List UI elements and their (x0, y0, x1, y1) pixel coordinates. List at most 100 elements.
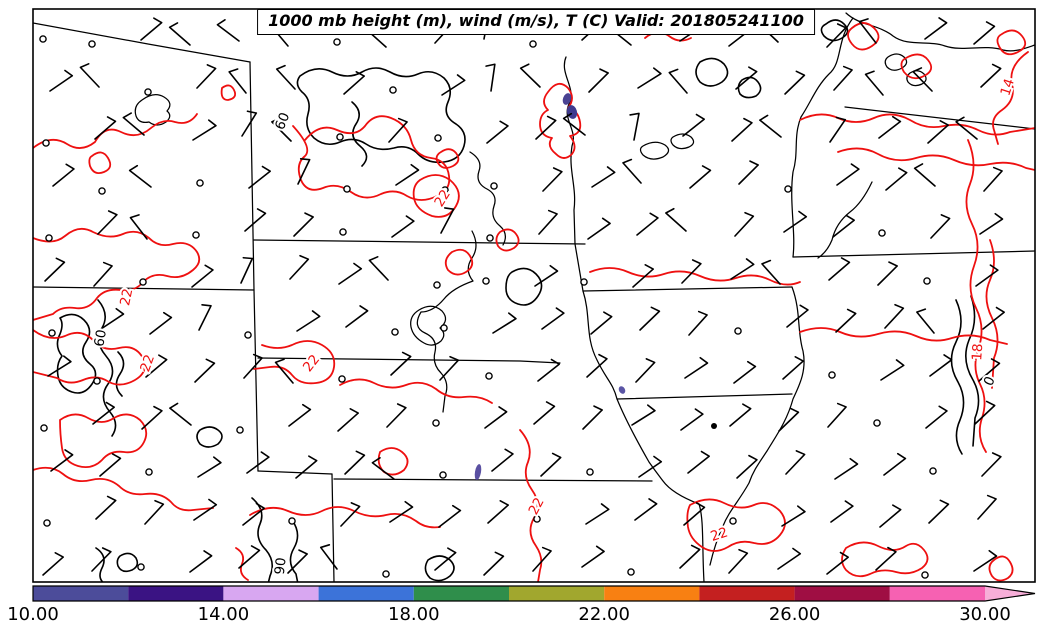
wind-barb (684, 356, 709, 379)
wind-barb (836, 163, 860, 186)
calm-wind-circle (734, 327, 742, 335)
wind-barb (634, 498, 658, 521)
wind-barb (974, 400, 996, 425)
state-border-path (639, 141, 670, 160)
wind-barb (49, 69, 74, 92)
wind-barb (878, 115, 902, 139)
colorbar-segment (604, 586, 700, 601)
calm-wind-circle (482, 277, 490, 285)
calm-wind-circle (45, 234, 53, 242)
wind-barb (733, 360, 757, 384)
colorbar-segment (33, 586, 129, 601)
temperature-contour (539, 82, 582, 159)
wind-barb (826, 23, 847, 48)
wind-barb (97, 210, 118, 235)
temperature-contour (589, 267, 801, 286)
state-border-path (416, 230, 477, 413)
wind-barb (129, 214, 148, 240)
calm-wind-circle (433, 281, 441, 289)
wind-barb (338, 262, 363, 285)
wind-barb (782, 355, 804, 380)
wind-barb (319, 544, 338, 570)
wind-barb (532, 546, 552, 572)
wind-barb (738, 160, 759, 185)
wind-barb (337, 407, 359, 432)
temperature-contour (249, 506, 441, 529)
temperature-contour (965, 139, 987, 453)
wind-barb (295, 455, 318, 479)
wind-barb (629, 112, 640, 141)
wind-barb (730, 258, 755, 280)
state-border-path (257, 357, 561, 364)
calm-wind-circle (343, 185, 351, 193)
wind-barb (591, 166, 616, 188)
wind-barb (289, 254, 310, 280)
state-border-path (333, 478, 653, 482)
wind-barb (668, 68, 688, 94)
temperature-contour (412, 174, 460, 218)
wind-barb (191, 264, 214, 288)
wind-barb (983, 166, 1003, 192)
wind-barb (542, 167, 563, 192)
colorbar-segment (889, 586, 985, 601)
temperature-contour (33, 227, 201, 321)
wind-barb (122, 112, 145, 136)
wind-barb (492, 312, 517, 334)
wind-barb (785, 450, 806, 475)
wind-barb (912, 67, 933, 92)
wind-barb (973, 21, 996, 45)
calm-wind-circle (389, 86, 397, 94)
calm-wind-circle (139, 278, 147, 286)
wind-barb (434, 547, 457, 571)
wind-barb (636, 212, 659, 236)
wind-barb (977, 494, 997, 520)
wind-barb (491, 448, 514, 472)
station-marker (618, 386, 626, 394)
state-border-path (844, 106, 1035, 130)
wind-barb (533, 401, 556, 425)
wind-barb (877, 261, 898, 286)
calm-wind-circle (873, 419, 881, 427)
wind-barb (388, 117, 408, 143)
wind-barb (197, 456, 222, 478)
wind-barb (196, 64, 217, 89)
wind-barb (238, 545, 261, 569)
wind-barb (832, 214, 855, 238)
colorbar: 10.00 14.00 18.00 22.00 26.00 30.00 (7, 585, 1036, 625)
state-border-path (817, 181, 873, 259)
wind-barb (637, 67, 662, 89)
calm-wind-circle (440, 324, 448, 332)
map-title: 1000 mb height (m), wind (m/s), T (C) Va… (268, 11, 804, 30)
calm-wind-circle (196, 179, 204, 187)
station-marker (562, 93, 572, 105)
wind-barb (189, 550, 213, 573)
height-contour (351, 101, 368, 167)
wind-barb (519, 63, 541, 88)
wind-barb (216, 19, 240, 42)
colorbar-tick-label: 26.00 (769, 604, 821, 625)
state-border-path (563, 56, 584, 292)
wind-barb (927, 119, 949, 144)
calm-wind-circle (236, 426, 244, 434)
wind-barb (144, 499, 165, 525)
height-contour (950, 299, 965, 455)
map-background (33, 9, 1035, 582)
wind-barb (368, 256, 389, 281)
wind-barb (688, 310, 708, 336)
wind-barb (875, 546, 897, 571)
contour-label: 18 (969, 343, 986, 361)
height-contour (116, 552, 139, 573)
wind-barb (389, 500, 414, 523)
calm-wind-circle (729, 517, 737, 525)
wind-barb (287, 549, 308, 574)
colorbar-segment (128, 586, 224, 601)
colorbar-segment (413, 586, 509, 601)
wind-barb (271, 117, 292, 142)
wind-barb (781, 505, 806, 527)
height-contour (289, 519, 299, 582)
wind-barb (100, 307, 125, 330)
wind-barb (440, 207, 455, 234)
calm-wind-circle (441, 186, 449, 194)
wind-barb (52, 163, 75, 187)
state-border-path (469, 151, 507, 246)
